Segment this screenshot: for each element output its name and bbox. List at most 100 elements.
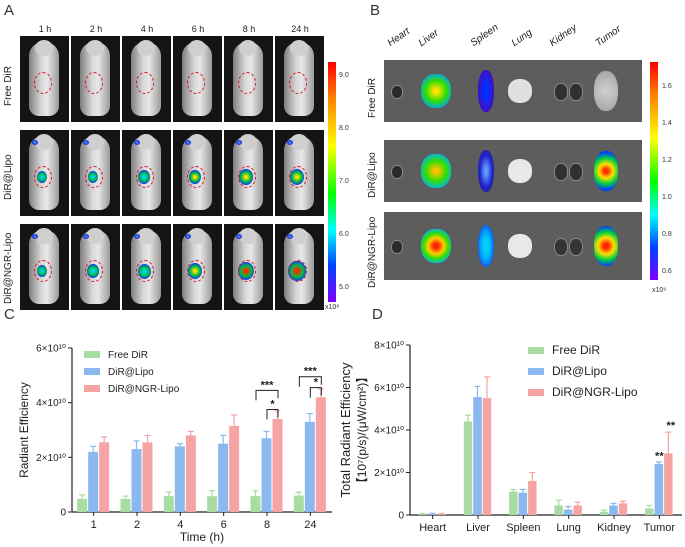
bar xyxy=(573,505,582,515)
organ-label: Heart xyxy=(385,25,413,49)
organ xyxy=(569,83,583,101)
legend-swatch xyxy=(84,385,100,392)
legend-label: DiR@Lipo xyxy=(552,364,607,378)
organ xyxy=(554,238,568,256)
mouse-image xyxy=(275,36,324,122)
x-tick-label: 1 xyxy=(91,519,97,531)
organ-label: Liver xyxy=(416,27,441,49)
bar xyxy=(293,495,304,512)
tumor-region-circle xyxy=(136,166,154,188)
bar xyxy=(99,442,110,512)
significance-label: *** xyxy=(261,379,275,391)
colorbar-tick: 0.8 xyxy=(662,231,672,238)
bar xyxy=(174,446,185,512)
organ-label: Lung xyxy=(509,27,535,49)
tumor-region-circle xyxy=(187,72,205,94)
panel-a-colorbar xyxy=(328,62,336,302)
bar xyxy=(250,496,261,512)
significance-bracket xyxy=(255,389,279,401)
organ xyxy=(508,79,532,103)
organ xyxy=(554,83,568,101)
significance-label: ** xyxy=(667,420,676,432)
x-tick-label: 4 xyxy=(177,519,183,531)
bar xyxy=(437,514,446,515)
bar xyxy=(645,508,654,515)
organ xyxy=(508,159,532,183)
tumor-region-circle xyxy=(289,260,307,282)
organ xyxy=(569,163,583,181)
tumor-region-circle xyxy=(34,260,52,282)
fluorescence-spot xyxy=(185,234,191,239)
colorbar-tick: 1.0 xyxy=(662,194,672,201)
mouse-image xyxy=(275,224,324,310)
bar xyxy=(88,451,99,512)
row-label: Free DiR xyxy=(3,65,14,106)
fluorescence-spot xyxy=(236,140,242,145)
colorbar-tick: 5.0 xyxy=(339,284,349,291)
x-tick-label: 2 xyxy=(134,519,140,531)
fluorescence-spot xyxy=(134,140,140,145)
bar xyxy=(131,449,142,512)
legend-swatch xyxy=(528,368,544,375)
bar xyxy=(207,496,218,512)
time-label: 8 h xyxy=(242,24,256,34)
x-tick-label: Tumor xyxy=(644,522,676,534)
mouse-image xyxy=(173,36,222,122)
x-tick-label: 8 xyxy=(264,519,270,531)
bar xyxy=(482,398,492,515)
bar xyxy=(463,421,473,515)
y-tick-label: 6×10¹⁰ xyxy=(374,383,404,394)
panel-letter-d: D xyxy=(372,306,383,323)
organ-image-row xyxy=(384,140,642,202)
fluorescence-spot xyxy=(236,234,242,239)
bar xyxy=(599,511,609,515)
tumor-region-circle xyxy=(136,72,154,94)
bar xyxy=(554,505,563,515)
panel-letter-a: A xyxy=(4,2,15,19)
mouse-image xyxy=(173,224,222,310)
legend-label: Free DiR xyxy=(108,350,148,361)
bar xyxy=(609,505,618,515)
tumor-region-circle xyxy=(85,72,103,94)
tumor-region-circle xyxy=(289,72,307,94)
y-tick-label: 0 xyxy=(398,511,404,522)
bar xyxy=(77,498,88,512)
tumor-region-circle xyxy=(85,166,103,188)
tumor-region-circle xyxy=(238,72,256,94)
mouse-image xyxy=(71,224,120,310)
time-label: 2 h xyxy=(89,24,103,34)
bar xyxy=(427,513,437,515)
bar xyxy=(218,443,229,512)
colorbar-tick: 6.0 xyxy=(339,231,349,238)
bar xyxy=(185,435,196,512)
organ-image-row xyxy=(384,60,642,122)
organ xyxy=(508,234,532,258)
x-tick-label: 6 xyxy=(221,519,227,531)
panel-letter-c: C xyxy=(4,306,15,323)
mouse-image xyxy=(20,224,69,310)
row-label: DiR@Lipo xyxy=(3,154,14,200)
organ xyxy=(421,74,451,108)
organ xyxy=(478,150,494,192)
tumor-region-circle xyxy=(238,260,256,282)
significance-bracket xyxy=(266,409,279,420)
time-label: 1 h xyxy=(38,24,52,34)
mouse-image xyxy=(224,36,273,122)
legend-swatch xyxy=(84,368,100,375)
row-label: DiR@Lipo xyxy=(367,152,378,198)
x-tick-label: Spleen xyxy=(506,522,540,534)
fluorescence-spot xyxy=(32,234,38,239)
colorbar-tick: 8.0 xyxy=(339,125,349,132)
mouse-image xyxy=(20,130,69,216)
fluorescence-spot xyxy=(83,140,89,145)
mouse-image xyxy=(71,130,120,216)
bar xyxy=(261,438,272,512)
colorbar-tick: 7.0 xyxy=(339,178,349,185)
time-label: 24 h xyxy=(291,24,309,34)
time-label: 6 h xyxy=(191,24,205,34)
organ xyxy=(421,154,451,188)
y-tick-label: 2×10¹⁰ xyxy=(374,468,404,479)
organ xyxy=(391,240,403,254)
bar xyxy=(473,397,482,515)
organ-image-row xyxy=(384,212,642,280)
